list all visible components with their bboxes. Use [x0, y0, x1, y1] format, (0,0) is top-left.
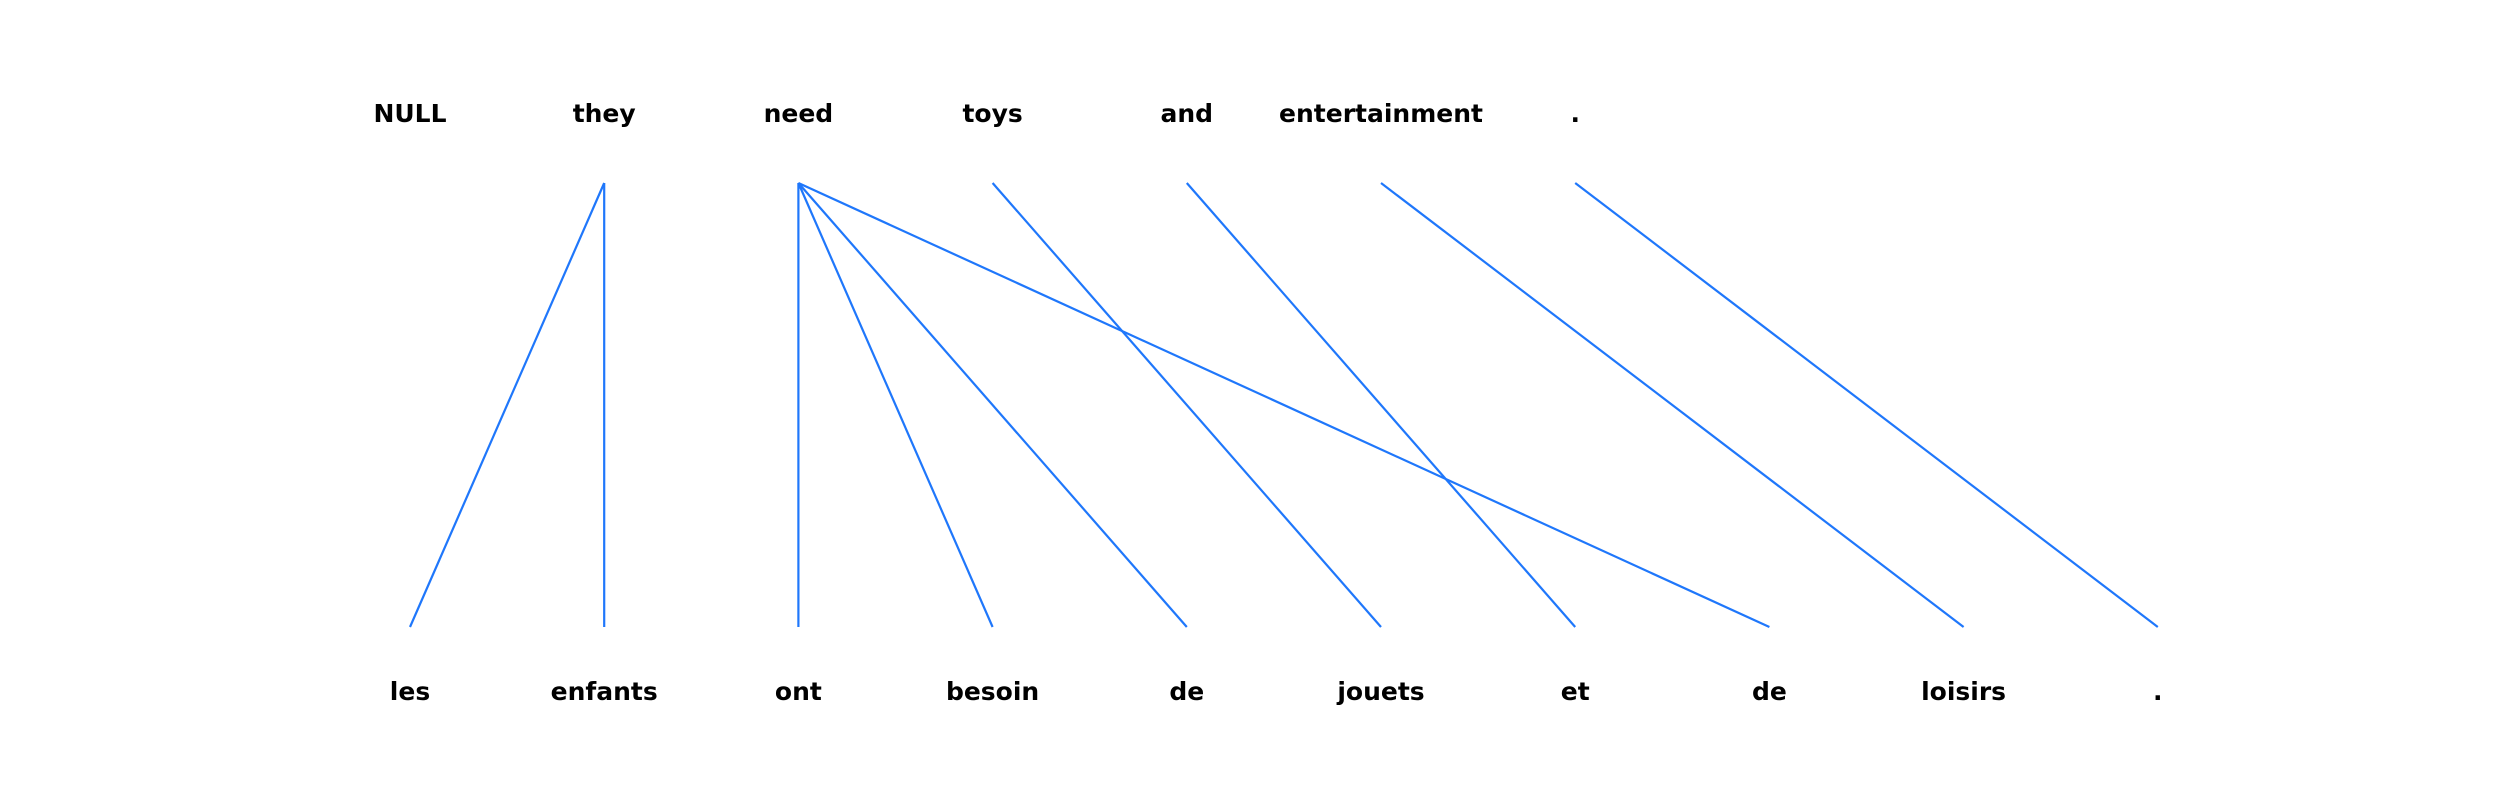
- alignment-line-2-3: [797, 182, 994, 628]
- source-word: .: [1570, 99, 1580, 128]
- alignment-line-3-5: [991, 182, 1382, 628]
- target-word: besoin: [946, 677, 1039, 706]
- source-word: NULL: [373, 99, 446, 128]
- alignment-line-2-7: [797, 181, 1770, 629]
- source-word: entertainment: [1279, 99, 1483, 128]
- source-words: NULL they need toys and entertainment.: [373, 99, 1579, 128]
- alignment-line-6-9: [1574, 182, 2159, 628]
- target-word: de: [1169, 677, 1204, 706]
- alignment-line-5-8: [1380, 182, 1965, 628]
- source-word: need: [764, 99, 834, 128]
- target-word: et: [1561, 677, 1590, 706]
- alignment-line-2-4: [797, 182, 1188, 628]
- alignment-line-1-0: [408, 182, 606, 628]
- target-word: ont: [775, 677, 822, 706]
- target-word: de: [1752, 677, 1787, 706]
- source-word: and: [1161, 99, 1214, 128]
- alignment-line-4-6: [1185, 182, 1577, 628]
- target-word: enfants: [551, 677, 658, 706]
- target-words: les enfants ont besoin de jouets et de loisirs.: [390, 677, 2163, 706]
- target-word: .: [2153, 677, 2163, 706]
- alignment-lines: [408, 181, 2159, 629]
- target-word: les: [390, 677, 430, 706]
- source-word: toys: [962, 99, 1022, 128]
- target-word: jouets: [1336, 677, 1424, 706]
- target-word: loisirs: [1921, 677, 2006, 706]
- source-word: they: [573, 99, 636, 128]
